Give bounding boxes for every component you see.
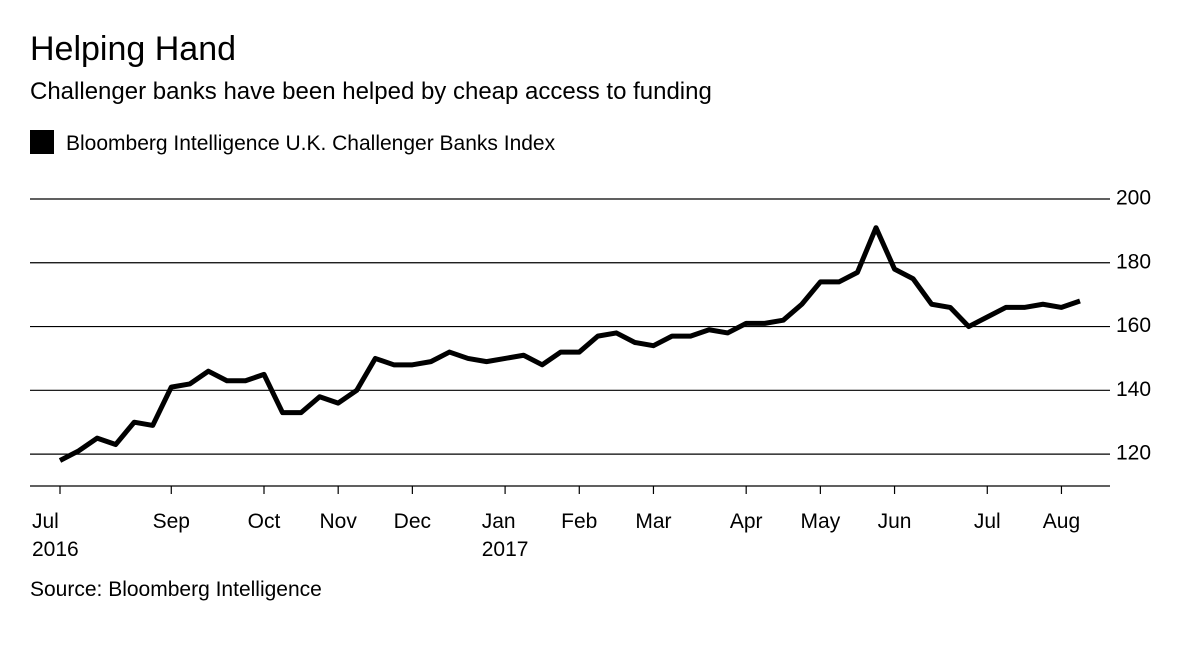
line-series [58,225,1081,463]
x-tick-label: Mar [635,510,672,533]
x-tick-label: Jan 2017 [481,510,529,561]
x-tick-label: Apr [729,510,763,533]
y-tick-label: 180 [1116,250,1151,273]
y-tick-label: 140 [1116,378,1151,401]
legend-label: Bloomberg Intelligence U.K. Challenger B… [66,132,556,155]
x-tick-label: May [800,510,841,533]
x-tick-label: Sep [152,510,190,533]
x-tick-label: Feb [561,510,598,533]
legend-swatch [30,130,54,154]
x-tick-label: Jul 2016 [32,510,79,561]
legend: Bloomberg Intelligence U.K. Challenger B… [30,130,555,156]
x-tick-label: Nov [319,510,357,533]
x-tick-label: Jun [877,510,912,533]
x-tick-label: Oct [247,510,281,533]
y-tick-label: 200 [1116,187,1151,210]
chart-subtitle: Challenger banks have been helped by che… [30,78,712,105]
chart-title: Helping Hand [30,30,237,68]
x-tick-label: Dec [393,510,432,533]
x-tick-label: Jul [973,510,1001,533]
source: Source: Bloomberg Intelligence [30,578,322,601]
y-tick-label: 160 [1116,314,1151,337]
y-tick-label: 120 [1116,442,1151,465]
x-tick-label: Aug [1042,510,1081,533]
